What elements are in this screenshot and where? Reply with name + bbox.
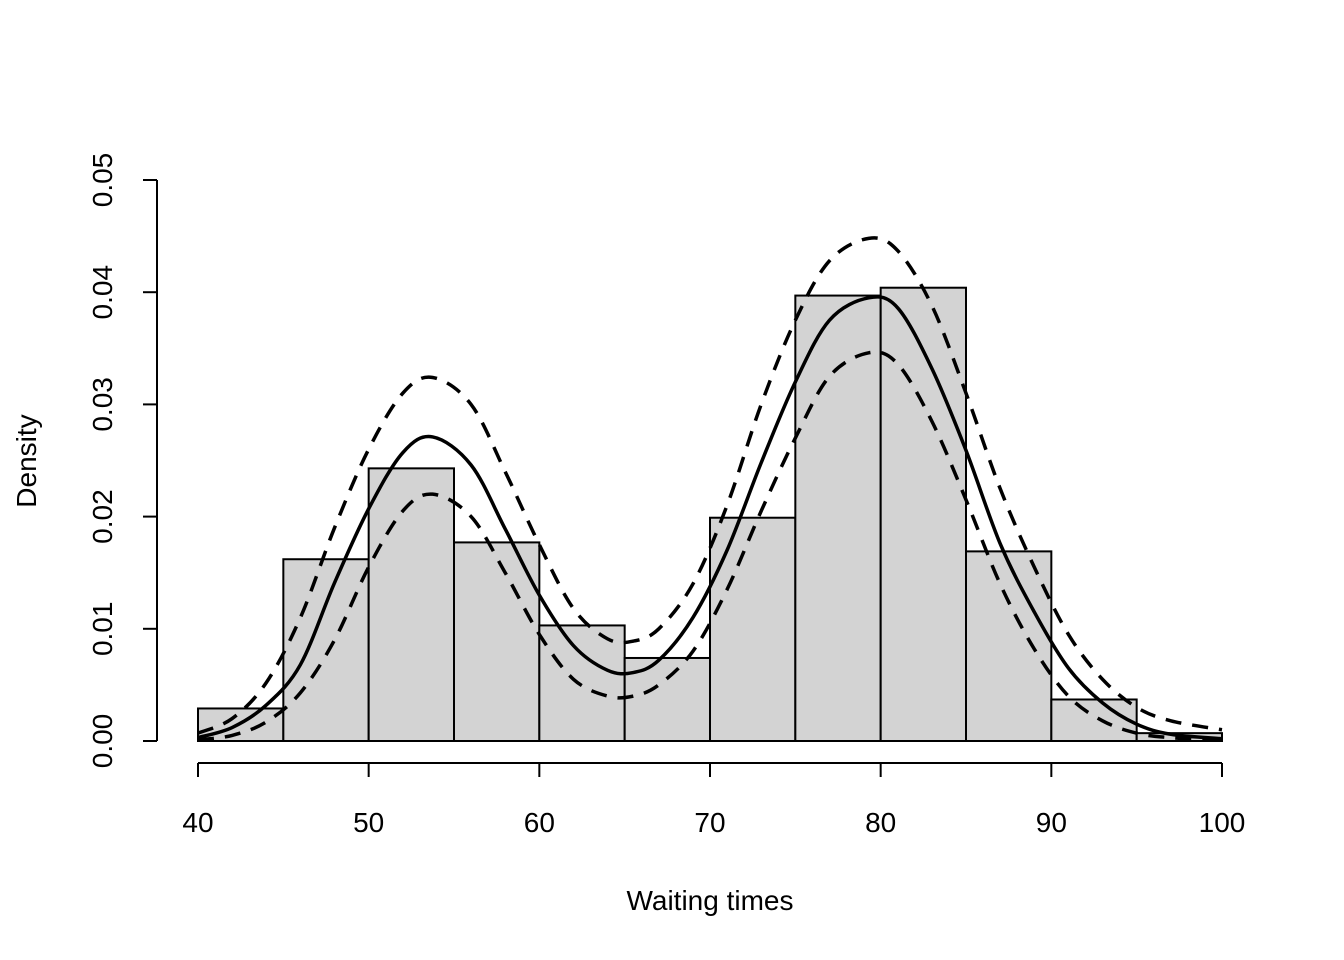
density-curve-dashed [197, 350, 1223, 742]
y-tick-label: 0.02 [87, 489, 118, 544]
x-tick-label: 100 [1199, 807, 1246, 838]
y-axis: 0.00 0.01 0.02 0.03 0.04 0.05 [87, 153, 158, 769]
histogram-bar [1050, 698, 1138, 743]
density-curves [197, 236, 1223, 742]
histogram-bar [453, 541, 541, 742]
x-tick-label: 90 [1036, 807, 1067, 838]
x-tick-label: 50 [353, 807, 384, 838]
y-axis-title: Density [11, 414, 42, 507]
x-axis: 40 50 60 70 80 90 100 [182, 762, 1246, 838]
y-tick-label: 0.05 [87, 153, 118, 208]
histogram-bar [367, 467, 455, 742]
x-tick-label: 80 [865, 807, 896, 838]
histogram-bar [709, 516, 797, 742]
y-tick-label: 0.01 [87, 602, 118, 657]
y-tick-label: 0.03 [87, 377, 118, 432]
histogram-bar [282, 558, 370, 743]
density-curve-dashed [197, 236, 1223, 735]
histogram-bar [879, 286, 968, 742]
histogram-bars [197, 286, 1223, 743]
x-tick-label: 60 [524, 807, 555, 838]
x-tick-label: 40 [182, 807, 213, 838]
x-axis-title: Waiting times [626, 885, 793, 916]
histogram-bar [538, 624, 626, 743]
y-tick-label: 0.04 [87, 265, 118, 320]
histogram-bar [965, 550, 1053, 743]
histogram-bar [794, 294, 882, 742]
x-tick-label: 70 [694, 807, 725, 838]
density-curve-solid [197, 295, 1223, 741]
y-tick-label: 0.00 [87, 714, 118, 769]
